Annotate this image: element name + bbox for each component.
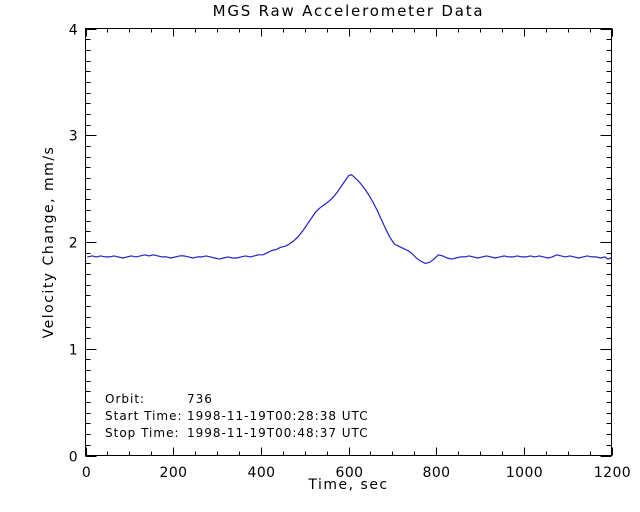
y-tick-label: 4 xyxy=(69,23,78,39)
y-tick-label: 0 xyxy=(69,450,78,466)
x-tick-label: 800 xyxy=(423,465,451,481)
y-tick-label: 2 xyxy=(69,236,78,252)
x-tick-label: 0 xyxy=(82,465,91,481)
annotation-start-time-label: Start Time: xyxy=(105,409,183,423)
x-axis-label: Time, sec xyxy=(307,477,388,493)
x-tick-label: 1200 xyxy=(594,465,631,481)
plot-title: MGS Raw Accelerometer Data xyxy=(213,2,485,20)
x-tick-label: 1000 xyxy=(506,465,543,481)
annotation-orbit-label: Orbit: xyxy=(105,392,145,406)
tick-label-layer: 0 200 400 600 800 1000 1200 0 1 2 3 4 xyxy=(69,23,631,482)
annotation-orbit-value: 736 xyxy=(187,392,213,406)
x-tick-label: 200 xyxy=(160,465,188,481)
y-tick-label: 3 xyxy=(69,129,78,145)
annotation-block: Orbit: 736 Start Time: 1998-11-19T00:28:… xyxy=(105,392,369,440)
plot-frame xyxy=(85,28,612,456)
y-axis-label: Velocity Change, mm/s xyxy=(41,146,57,339)
annotation-stop-time-label: Stop Time: xyxy=(105,426,180,440)
axes-layer xyxy=(85,28,613,457)
annotation-stop-time-value: 1998-11-19T00:48:37 UTC xyxy=(187,426,369,440)
annotation-start-time-value: 1998-11-19T00:28:38 UTC xyxy=(187,409,369,423)
y-tick-label: 1 xyxy=(69,343,78,359)
x-tick-label: 400 xyxy=(248,465,276,481)
x-tick-label: 600 xyxy=(336,465,364,481)
data-curve-velocity-change xyxy=(87,174,612,264)
